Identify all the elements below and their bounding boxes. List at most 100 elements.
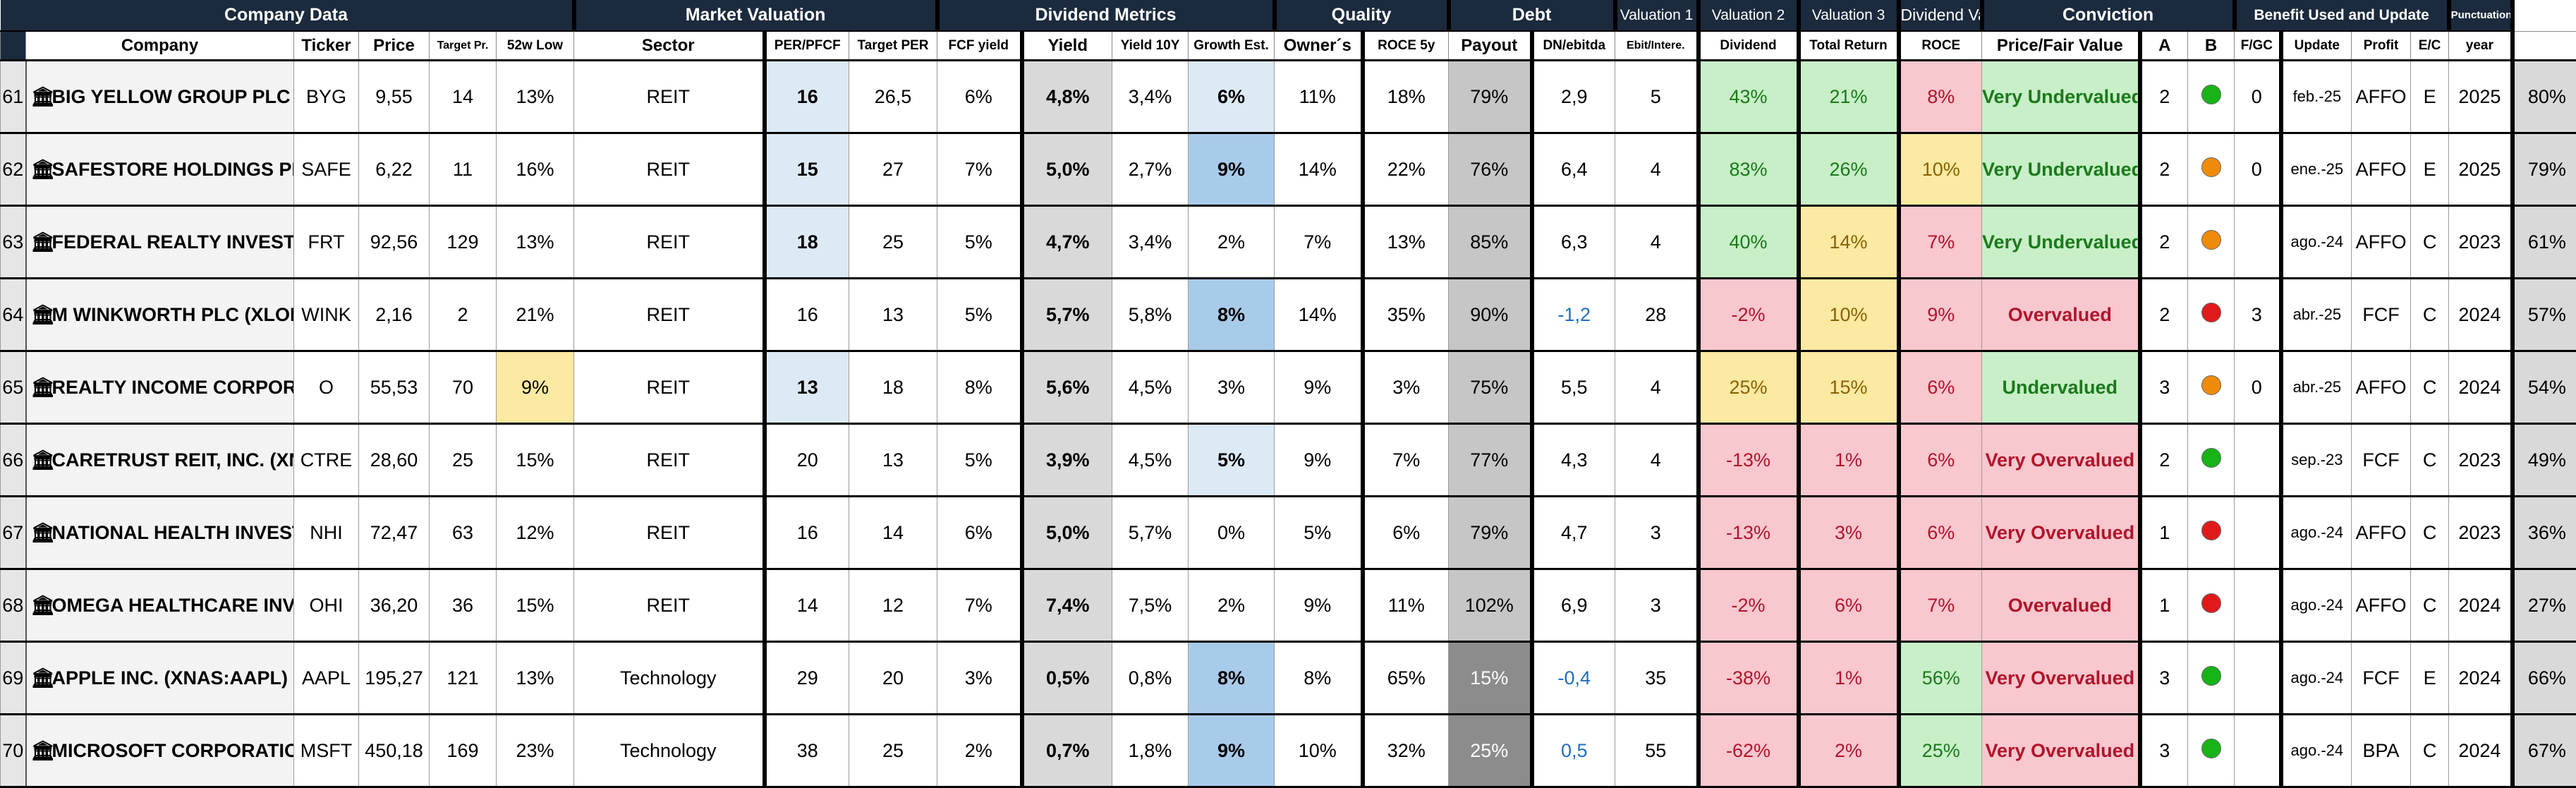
profit-cell[interactable]: AFFO: [2352, 497, 2411, 569]
yield-10y-cell[interactable]: 1,8%: [1112, 715, 1189, 787]
row-number-cell[interactable]: 67: [1, 497, 26, 569]
year-cell[interactable]: 2025: [2449, 133, 2513, 206]
valuation-dividend-cell[interactable]: -38%: [1699, 642, 1799, 715]
company-cell[interactable]: 🏛REALTY INCOME CORPORATION (XNYS:O): [26, 351, 294, 424]
target-per-cell[interactable]: 18: [849, 351, 937, 424]
ticker-cell[interactable]: O: [294, 351, 359, 424]
conviction-fgc-cell[interactable]: 0: [2235, 61, 2281, 133]
price-fair-value-cell[interactable]: Very Overvalued: [1982, 715, 2140, 787]
roce-5y-cell[interactable]: 7%: [1363, 424, 1449, 497]
target-price-cell[interactable]: 14: [430, 61, 497, 133]
col-header-a[interactable]: A: [2140, 31, 2188, 61]
update-cell[interactable]: abr.-25: [2281, 351, 2352, 424]
col-header-per-pfcf[interactable]: PER/PFCF: [765, 31, 849, 61]
valuation-total-return-cell[interactable]: 1%: [1799, 424, 1899, 497]
sector-cell[interactable]: REIT: [574, 424, 765, 497]
valuation-dividend-cell[interactable]: -2%: [1699, 569, 1799, 642]
valuation-dividend-cell[interactable]: -2%: [1699, 279, 1799, 351]
conviction-a-cell[interactable]: 1: [2140, 569, 2188, 642]
conviction-b-cell[interactable]: [2188, 206, 2235, 279]
ebit-interest-cell[interactable]: 55: [1615, 715, 1699, 787]
table-row[interactable]: 66🏛CARETRUST REIT, INC. (XNYS:CTRE)CTRE2…: [1, 424, 2576, 497]
table-row[interactable]: 67🏛NATIONAL HEALTH INVESTORS, INC. (XNYS…: [1, 497, 2576, 569]
yield-cell[interactable]: 4,7%: [1022, 206, 1112, 279]
sector-cell[interactable]: REIT: [574, 206, 765, 279]
payout-cell[interactable]: 102%: [1449, 569, 1532, 642]
target-per-cell[interactable]: 13: [849, 279, 937, 351]
profit-cell[interactable]: AFFO: [2352, 61, 2411, 133]
table-row[interactable]: 63🏛FEDERAL REALTY INVESTMENT TRUST (XNYS…: [1, 206, 2576, 279]
conviction-a-cell[interactable]: 2: [2140, 206, 2188, 279]
price-cell[interactable]: 195,27: [359, 642, 430, 715]
low-52w-cell[interactable]: 13%: [497, 642, 574, 715]
payout-cell[interactable]: 76%: [1449, 133, 1532, 206]
roce-5y-cell[interactable]: 32%: [1363, 715, 1449, 787]
roce-5y-cell[interactable]: 65%: [1363, 642, 1449, 715]
dn-ebitda-cell[interactable]: 2,9: [1532, 61, 1615, 133]
col-header-owners[interactable]: Owner´s: [1275, 31, 1363, 61]
per-pfcf-cell[interactable]: 16: [765, 61, 849, 133]
company-cell[interactable]: 🏛APPLE INC. (XNAS:AAPL): [26, 642, 294, 715]
col-header-company[interactable]: Company: [26, 31, 294, 61]
target-per-cell[interactable]: 13: [849, 424, 937, 497]
conviction-fgc-cell[interactable]: [2235, 642, 2281, 715]
year-cell[interactable]: 2024: [2449, 715, 2513, 787]
price-cell[interactable]: 28,60: [359, 424, 430, 497]
update-cell[interactable]: ago.-24: [2281, 497, 2352, 569]
conviction-b-cell[interactable]: [2188, 133, 2235, 206]
punctuation-cell[interactable]: 49%: [2513, 424, 2576, 497]
conviction-a-cell[interactable]: 2: [2140, 424, 2188, 497]
low-52w-cell[interactable]: 9%: [497, 351, 574, 424]
valuation-total-return-cell[interactable]: 26%: [1799, 133, 1899, 206]
punctuation-cell[interactable]: 36%: [2513, 497, 2576, 569]
yield-cell[interactable]: 0,5%: [1022, 642, 1112, 715]
owners-cell[interactable]: 11%: [1275, 61, 1363, 133]
conviction-b-cell[interactable]: [2188, 279, 2235, 351]
target-per-cell[interactable]: 14: [849, 497, 937, 569]
dn-ebitda-cell[interactable]: -1,2: [1532, 279, 1615, 351]
ebit-interest-cell[interactable]: 4: [1615, 133, 1699, 206]
valuation-total-return-cell[interactable]: 1%: [1799, 642, 1899, 715]
col-header-year[interactable]: year: [2449, 31, 2513, 61]
yield-cell[interactable]: 5,7%: [1022, 279, 1112, 351]
row-number-cell[interactable]: 66: [1, 424, 26, 497]
year-cell[interactable]: 2025: [2449, 61, 2513, 133]
yield-10y-cell[interactable]: 2,7%: [1112, 133, 1189, 206]
target-price-cell[interactable]: 63: [430, 497, 497, 569]
yield-cell[interactable]: 0,7%: [1022, 715, 1112, 787]
payout-cell[interactable]: 79%: [1449, 497, 1532, 569]
low-52w-cell[interactable]: 16%: [497, 133, 574, 206]
row-number-cell[interactable]: 69: [1, 642, 26, 715]
ticker-cell[interactable]: CTRE: [294, 424, 359, 497]
profit-cell[interactable]: FCF: [2352, 279, 2411, 351]
owners-cell[interactable]: 9%: [1275, 351, 1363, 424]
ticker-cell[interactable]: AAPL: [294, 642, 359, 715]
col-header-sector[interactable]: Sector: [574, 31, 765, 61]
payout-cell[interactable]: 77%: [1449, 424, 1532, 497]
owners-cell[interactable]: 10%: [1275, 715, 1363, 787]
sector-cell[interactable]: Technology: [574, 642, 765, 715]
low-52w-cell[interactable]: 13%: [497, 206, 574, 279]
low-52w-cell[interactable]: 13%: [497, 61, 574, 133]
dn-ebitda-cell[interactable]: 4,7: [1532, 497, 1615, 569]
target-price-cell[interactable]: 70: [430, 351, 497, 424]
company-cell[interactable]: 🏛FEDERAL REALTY INVESTMENT TRUST (XNYS:F…: [26, 206, 294, 279]
table-row[interactable]: 62🏛SAFESTORE HOLDINGS PLC (XLON:SAFE)SAF…: [1, 133, 2576, 206]
col-header-e-c[interactable]: E/C: [2411, 31, 2449, 61]
per-pfcf-cell[interactable]: 29: [765, 642, 849, 715]
ticker-cell[interactable]: OHI: [294, 569, 359, 642]
conviction-b-cell[interactable]: [2188, 351, 2235, 424]
sector-cell[interactable]: REIT: [574, 569, 765, 642]
col-header-growth-est[interactable]: Growth Est.: [1189, 31, 1275, 61]
ebit-interest-cell[interactable]: 4: [1615, 424, 1699, 497]
roce-5y-cell[interactable]: 18%: [1363, 61, 1449, 133]
col-header-dividend[interactable]: Dividend: [1699, 31, 1799, 61]
price-cell[interactable]: 450,18: [359, 715, 430, 787]
price-fair-value-cell[interactable]: Overvalued: [1982, 279, 2140, 351]
conviction-a-cell[interactable]: 3: [2140, 715, 2188, 787]
punctuation-cell[interactable]: 27%: [2513, 569, 2576, 642]
yield-10y-cell[interactable]: 7,5%: [1112, 569, 1189, 642]
valuation-dividend-cell[interactable]: 25%: [1699, 351, 1799, 424]
yield-10y-cell[interactable]: 0,8%: [1112, 642, 1189, 715]
